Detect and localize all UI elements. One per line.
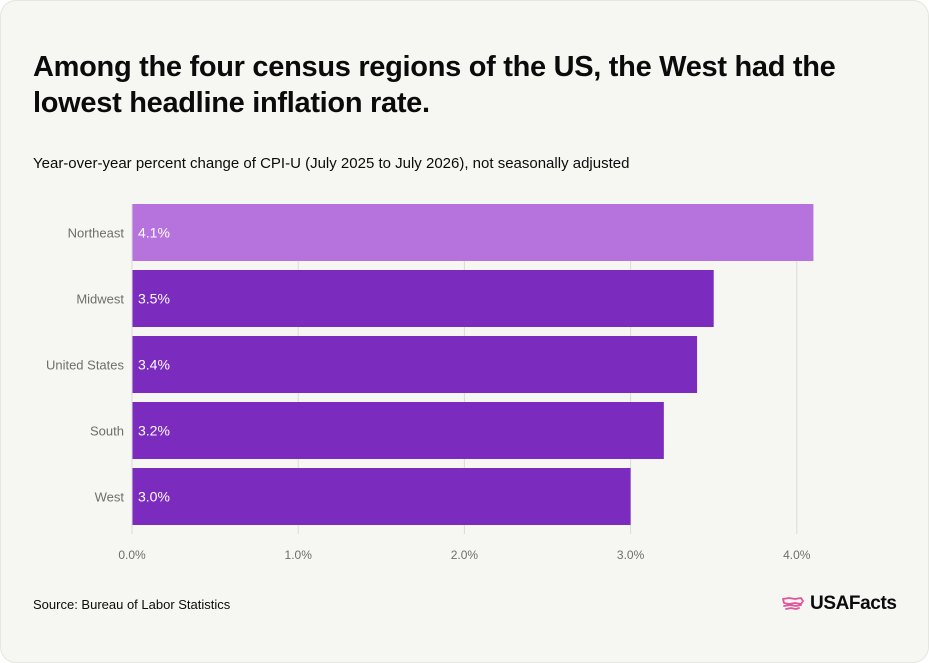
x-tick-label: 3.0% xyxy=(617,548,645,562)
source-note: Source: Bureau of Labor Statistics xyxy=(33,597,231,612)
category-label: West xyxy=(95,490,125,505)
category-label: South xyxy=(90,424,124,439)
category-label: United States xyxy=(46,358,125,373)
x-tick-label: 1.0% xyxy=(285,548,313,562)
category-label: Midwest xyxy=(76,292,124,307)
brand-name: USAFacts xyxy=(810,593,897,614)
x-tick-label: 0.0% xyxy=(118,548,146,562)
chart-title: Among the four census regions of the US,… xyxy=(33,51,836,119)
brand-logo[interactable]: USAFacts xyxy=(781,593,897,615)
x-tick-label: 4.0% xyxy=(783,548,811,562)
bar-value-label: 3.4% xyxy=(138,357,170,373)
chart-subtitle: Year-over-year percent change of CPI-U (… xyxy=(33,155,630,172)
bar-value-label: 4.1% xyxy=(138,225,170,241)
bar xyxy=(132,336,698,393)
bar xyxy=(132,468,631,525)
bar xyxy=(132,270,714,327)
bar-chart: 0.0% 1.0% 2.0% 3.0% 4.0% Northeast 4.1% Midwest… xyxy=(46,204,814,562)
bar-value-label: 3.2% xyxy=(138,423,170,439)
bar xyxy=(132,204,814,261)
bar-value-label: 3.0% xyxy=(138,489,170,505)
us-map-flag-icon xyxy=(782,597,804,610)
bar-value-label: 3.5% xyxy=(138,291,170,307)
category-label: Northeast xyxy=(68,226,125,241)
x-tick-label: 2.0% xyxy=(451,548,479,562)
bar xyxy=(132,402,664,459)
